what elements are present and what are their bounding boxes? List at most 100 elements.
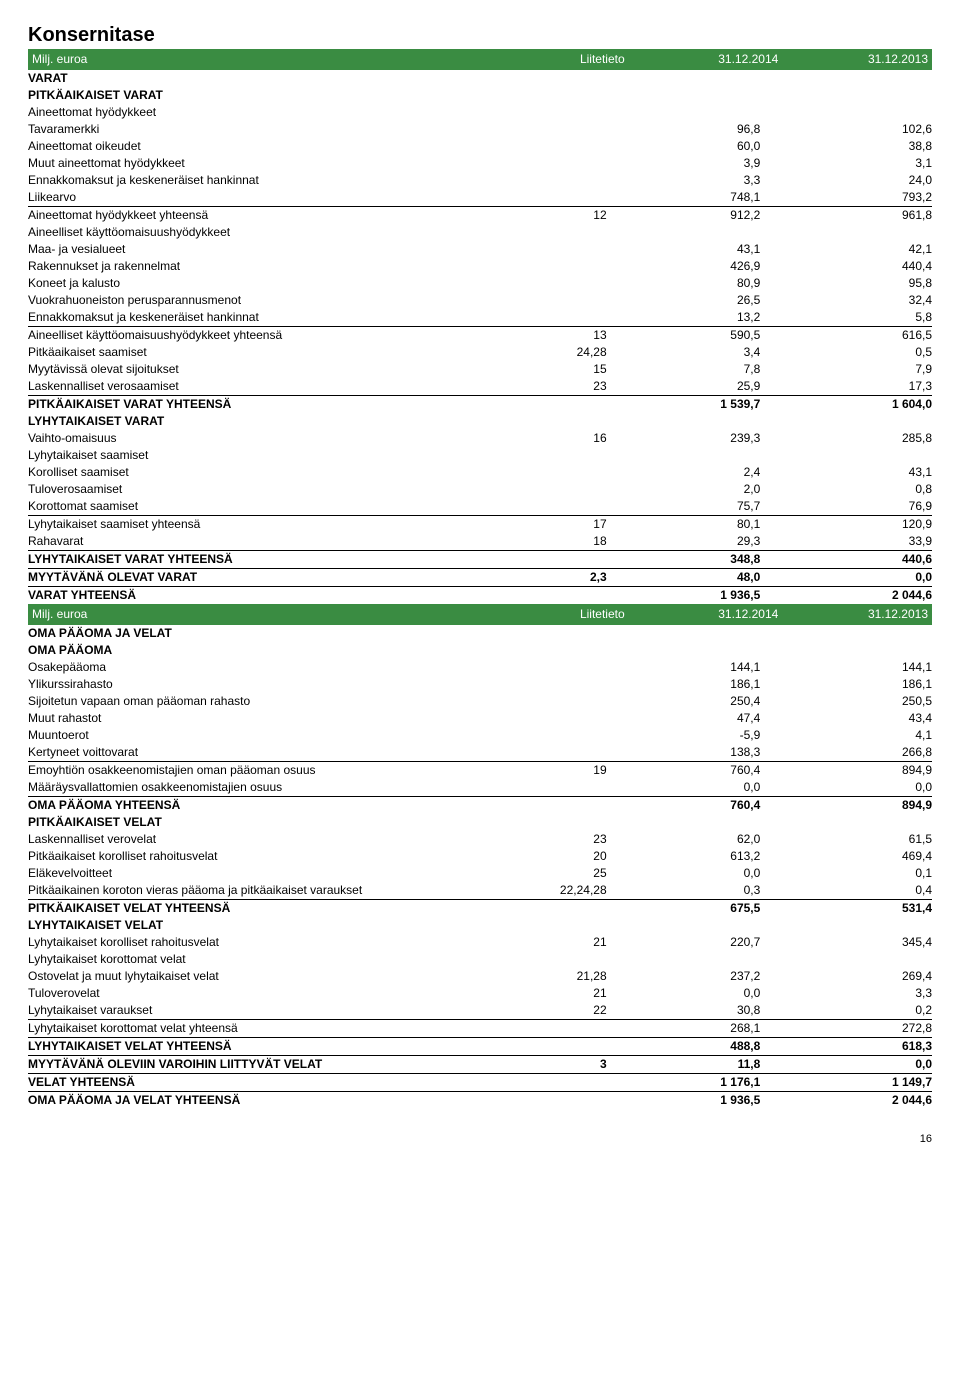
cell-label: PITKÄAIKAISET VARAT YHTEENSÄ bbox=[28, 396, 516, 414]
cell-note bbox=[516, 224, 624, 241]
cell-note bbox=[516, 464, 624, 481]
cell-note bbox=[516, 900, 624, 918]
cell-value-2013: 102,6 bbox=[778, 121, 932, 138]
cell-label: Lyhytaikaiset saamiset yhteensä bbox=[28, 516, 516, 534]
cell-value-2013: 616,5 bbox=[778, 327, 932, 345]
table-row: Tuloverovelat210,03,3 bbox=[28, 985, 932, 1002]
cell-value-2014: 590,5 bbox=[625, 327, 779, 345]
table-row: OMA PÄÄOMA JA VELAT YHTEENSÄ1 936,52 044… bbox=[28, 1092, 932, 1110]
table-row: VARAT bbox=[28, 70, 932, 87]
cell-value-2013 bbox=[778, 642, 932, 659]
cell-value-2013 bbox=[778, 951, 932, 968]
cell-value-2013: 61,5 bbox=[778, 831, 932, 848]
cell-value-2013: 793,2 bbox=[778, 189, 932, 207]
cell-value-2013: 43,4 bbox=[778, 710, 932, 727]
cell-label: Maa- ja vesialueet bbox=[28, 241, 516, 258]
cell-label: OMA PÄÄOMA JA VELAT bbox=[28, 625, 516, 642]
cell-label: LYHYTAIKAISET VARAT YHTEENSÄ bbox=[28, 551, 516, 569]
table-row: Tavaramerkki96,8102,6 bbox=[28, 121, 932, 138]
cell-label: Koneet ja kalusto bbox=[28, 275, 516, 292]
cell-value-2014 bbox=[625, 814, 779, 831]
cell-value-2014 bbox=[625, 224, 779, 241]
table-row: OMA PÄÄOMA YHTEENSÄ 760,4894,9 bbox=[28, 797, 932, 815]
cell-value-2014: 144,1 bbox=[625, 659, 779, 676]
cell-label: Tavaramerkki bbox=[28, 121, 516, 138]
table-row: Pitkäaikainen koroton vieras pääoma ja p… bbox=[28, 882, 932, 900]
table-row: OMA PÄÄOMA JA VELAT bbox=[28, 625, 932, 642]
cell-label: Myytävissä olevat sijoitukset bbox=[28, 361, 516, 378]
cell-value-2014: 43,1 bbox=[625, 241, 779, 258]
cell-value-2013: 43,1 bbox=[778, 464, 932, 481]
cell-value-2013: 42,1 bbox=[778, 241, 932, 258]
cell-value-2014: 3,4 bbox=[625, 344, 779, 361]
cell-value-2013: 250,5 bbox=[778, 693, 932, 710]
cell-value-2014: 11,8 bbox=[625, 1056, 779, 1074]
cell-value-2013: 272,8 bbox=[778, 1020, 932, 1038]
cell-note bbox=[516, 104, 624, 121]
cell-label: Sijoitetun vapaan oman pääoman rahasto bbox=[28, 693, 516, 710]
cell-label: OMA PÄÄOMA JA VELAT YHTEENSÄ bbox=[28, 1092, 516, 1110]
cell-note: 15 bbox=[516, 361, 624, 378]
cell-label: Ylikurssirahasto bbox=[28, 676, 516, 693]
cell-value-2014 bbox=[625, 642, 779, 659]
cell-value-2014: 7,8 bbox=[625, 361, 779, 378]
cell-label: LYHYTAIKAISET VELAT YHTEENSÄ bbox=[28, 1038, 516, 1056]
cell-note bbox=[516, 642, 624, 659]
cell-note bbox=[516, 309, 624, 327]
cell-label: Emoyhtiön osakkeenomistajien oman pääoma… bbox=[28, 762, 516, 780]
cell-note bbox=[516, 121, 624, 138]
cell-label: Lyhytaikaiset korottomat velat yhteensä bbox=[28, 1020, 516, 1038]
cell-label: VARAT bbox=[28, 70, 516, 87]
table-row: Aineettomat hyödykkeet yhteensä12912,296… bbox=[28, 207, 932, 225]
cell-note: 12 bbox=[516, 207, 624, 225]
cell-label: Lyhytaikaiset saamiset bbox=[28, 447, 516, 464]
cell-value-2014 bbox=[625, 70, 779, 87]
cell-value-2013: 4,1 bbox=[778, 727, 932, 744]
cell-value-2013: 1 149,7 bbox=[778, 1074, 932, 1092]
cell-value-2013: 269,4 bbox=[778, 968, 932, 985]
cell-note bbox=[516, 1074, 624, 1092]
cell-value-2014: 0,3 bbox=[625, 882, 779, 900]
cell-label: Lyhytaikaiset korolliset rahoitusvelat bbox=[28, 934, 516, 951]
cell-note bbox=[516, 413, 624, 430]
cell-label: OMA PÄÄOMA YHTEENSÄ bbox=[28, 797, 516, 815]
cell-label: Eläkevelvoitteet bbox=[28, 865, 516, 882]
cell-note: 18 bbox=[516, 533, 624, 551]
cell-label: Aineelliset käyttöomaisuushyödykkeet yht… bbox=[28, 327, 516, 345]
cell-note bbox=[516, 396, 624, 414]
table-row: Pitkäaikaiset korolliset rahoitusvelat20… bbox=[28, 848, 932, 865]
cell-note bbox=[516, 87, 624, 104]
cell-value-2014: 138,3 bbox=[625, 744, 779, 762]
cell-value-2013 bbox=[778, 70, 932, 87]
cell-value-2013 bbox=[778, 814, 932, 831]
cell-label: Laskennalliset verosaamiset bbox=[28, 378, 516, 396]
cell-label: MYYTÄVÄNÄ OLEVAT VARAT bbox=[28, 569, 516, 587]
cell-value-2013: 961,8 bbox=[778, 207, 932, 225]
table-row: Laskennalliset verovelat2362,061,5 bbox=[28, 831, 932, 848]
cell-value-2014: 75,7 bbox=[625, 498, 779, 516]
cell-value-2013: 894,9 bbox=[778, 797, 932, 815]
table-row: Muut rahastot47,443,4 bbox=[28, 710, 932, 727]
table-row: Ennakkomaksut ja keskeneräiset hankinnat… bbox=[28, 172, 932, 189]
cell-value-2014: 30,8 bbox=[625, 1002, 779, 1020]
table-row: Osakepääoma144,1144,1 bbox=[28, 659, 932, 676]
cell-label: Tuloverovelat bbox=[28, 985, 516, 1002]
cell-note bbox=[516, 70, 624, 87]
table-row: Ostovelat ja muut lyhytaikaiset velat21,… bbox=[28, 968, 932, 985]
table-row: Aineelliset käyttöomaisuushyödykkeet yht… bbox=[28, 327, 932, 345]
cell-value-2014: 29,3 bbox=[625, 533, 779, 551]
cell-note: 16 bbox=[516, 430, 624, 447]
cell-value-2014: 760,4 bbox=[625, 797, 779, 815]
cell-note: 24,28 bbox=[516, 344, 624, 361]
cell-note bbox=[516, 1092, 624, 1110]
table-row: Laskennalliset verosaamiset2325,917,3 bbox=[28, 378, 932, 396]
cell-value-2014 bbox=[625, 917, 779, 934]
cell-value-2013: 38,8 bbox=[778, 138, 932, 155]
cell-value-2014: 47,4 bbox=[625, 710, 779, 727]
table-row: Lyhytaikaiset varaukset2230,80,2 bbox=[28, 1002, 932, 1020]
cell-value-2013: 33,9 bbox=[778, 533, 932, 551]
cell-note: 2,3 bbox=[516, 569, 624, 587]
cell-label: VELAT YHTEENSÄ bbox=[28, 1074, 516, 1092]
cell-label: Tuloverosaamiset bbox=[28, 481, 516, 498]
table-row: Eläkevelvoitteet250,00,1 bbox=[28, 865, 932, 882]
